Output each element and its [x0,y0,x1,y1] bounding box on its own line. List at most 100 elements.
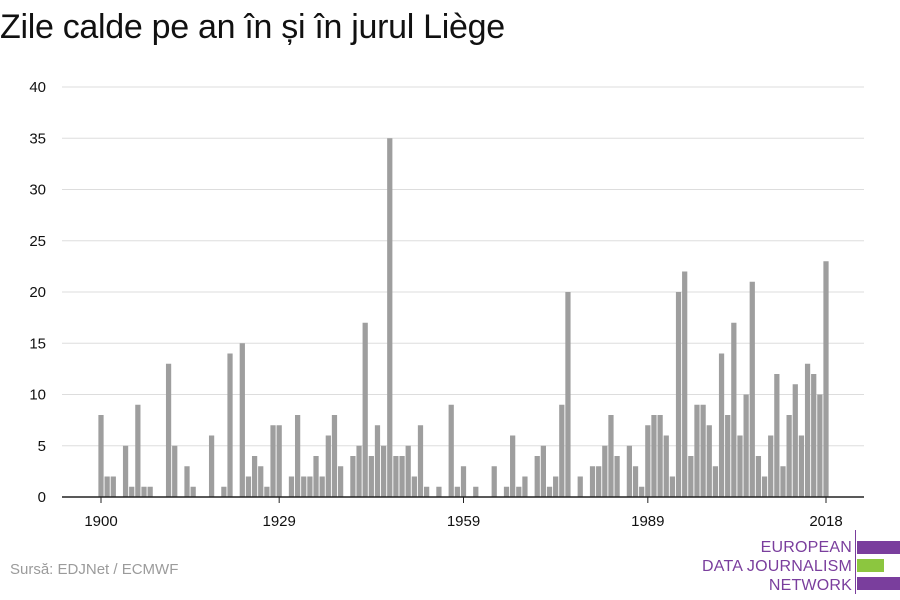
bar-chart: 0 5 10 15 20 25 30 35 40 1900 1929 1959 1989 2018 [29,79,864,530]
bar [682,271,688,497]
bar [743,394,749,497]
bar [725,415,731,497]
x-axis-labels: 1900 1929 1959 1989 2018 [84,513,842,530]
logo-bar-purple-bottom [857,577,900,590]
bar [657,415,663,497]
logo-line-data-journalism: DATA JOURNALISM [702,558,852,575]
bar [559,404,565,497]
bar [669,476,676,497]
bar [258,466,264,497]
bar [251,456,258,497]
bar [780,466,786,497]
bar [540,445,546,497]
bar [325,435,331,497]
bar [276,425,282,497]
bar [129,486,135,497]
y-tick-label: 10 [29,387,46,404]
bar [577,476,583,497]
bar [239,343,245,497]
y-axis-labels: 0 5 10 15 20 25 30 35 40 [29,79,46,506]
logo-line-network: NETWORK [768,577,852,594]
bar [694,404,700,497]
bar [135,404,141,497]
bar [165,363,172,497]
y-tick-label: 20 [29,284,46,301]
bar [602,445,608,497]
bar [798,435,805,497]
bar [264,486,270,497]
y-tick-label: 5 [38,438,46,455]
bar [503,486,510,497]
bar [651,415,657,497]
edjnet-logo: EUROPEAN DATA JOURNALISM NETWORK [700,530,900,600]
bar [614,456,620,497]
bar [510,435,516,497]
bar [718,353,725,497]
bar [645,425,651,497]
logo-line-european: EUROPEAN [760,539,852,556]
bar [712,466,719,497]
y-tick-label: 35 [29,130,46,147]
logo-bar-purple-top [857,541,900,554]
bar [368,456,374,497]
gridlines [62,86,864,447]
x-axis [62,496,864,503]
bar [522,476,528,497]
bar [436,486,442,497]
bar [663,435,669,497]
bar [632,466,639,497]
bar [172,445,178,497]
bar [227,353,233,497]
chart-title: Zile calde pe an în și în jurul Liège [0,8,505,46]
bar [675,292,682,497]
bar [768,435,774,497]
bar [141,486,147,497]
bar [774,374,780,497]
y-tick-label: 40 [29,79,46,96]
bar [448,404,454,497]
bar [589,466,596,497]
bar [417,425,424,497]
bar [270,425,276,497]
bar [565,292,571,497]
bar [460,466,467,497]
bar [147,486,153,497]
bar [208,435,215,497]
bar [104,476,110,497]
x-tick-label: 1929 [262,513,295,530]
bar [823,261,829,497]
logo-bar-green [857,559,884,572]
source-note: Sursă: EDJNet / ECMWF [10,561,179,578]
bar [288,476,295,497]
x-tick-label: 1989 [631,513,664,530]
bar [737,435,743,497]
bar [706,425,712,497]
logo-divider [855,530,856,594]
bar [301,476,307,497]
bar [608,415,614,497]
bar [639,486,645,497]
bar [307,476,313,497]
bar [700,404,706,497]
bar [184,466,190,497]
bar [356,445,362,497]
bar [381,445,387,497]
bar [473,486,479,497]
bar [546,486,553,497]
bar [338,466,344,497]
bar [393,456,399,497]
bar [516,486,522,497]
y-tick-label: 0 [38,489,46,506]
bar [688,456,694,497]
bar [362,322,368,497]
bar [596,466,602,497]
bar [350,456,356,497]
bar [804,363,811,497]
bar [749,281,755,497]
bar [313,456,319,497]
y-tick-label: 15 [29,335,46,352]
bar [387,138,393,497]
bar [755,456,762,497]
y-tick-label: 25 [29,233,46,250]
bar [811,374,817,497]
